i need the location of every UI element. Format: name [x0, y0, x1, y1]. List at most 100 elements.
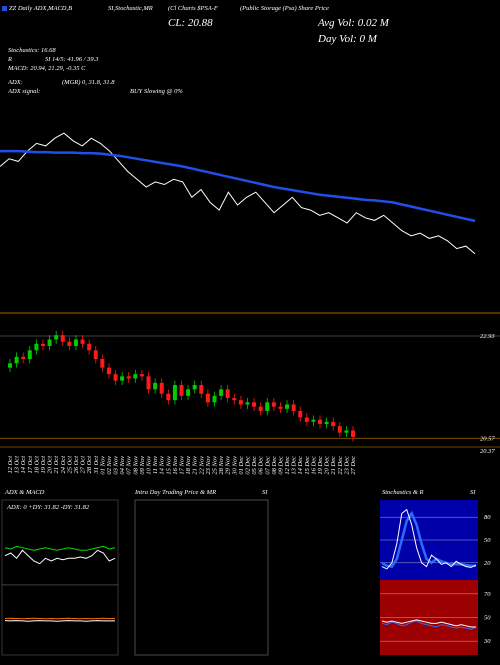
panel-title: SI	[470, 489, 476, 496]
header-text: Day Vol: 0 M	[317, 33, 378, 45]
candle-body	[21, 356, 26, 359]
x-tick-label: 20 Oct	[47, 456, 54, 474]
candle-body	[54, 335, 59, 340]
candle-body	[179, 385, 184, 396]
y-tick-label: 20.37	[480, 448, 495, 455]
candle-body	[252, 402, 257, 407]
candle-body	[212, 395, 217, 403]
candle-body	[93, 350, 98, 359]
header-text: (MGR) 0, 31.8, 31.8	[62, 79, 115, 86]
x-tick-label: 03 Nov	[113, 456, 120, 475]
x-tick-label: 29 Nov	[225, 456, 232, 475]
series-line	[4, 545, 116, 551]
header-text: CL: 20.88	[168, 17, 213, 29]
x-tick-label: 14 Nov	[159, 456, 166, 475]
x-tick-label: 17 Oct	[27, 456, 34, 474]
candle-body	[166, 393, 171, 401]
candle-body	[192, 385, 197, 390]
series-line	[0, 132, 476, 255]
x-tick-label: 16 Dec	[310, 456, 317, 475]
candle-body	[126, 376, 131, 379]
y-tick-label: 50	[484, 537, 491, 544]
x-tick-label: 05 Dec	[251, 456, 258, 475]
candle-body	[199, 385, 204, 394]
x-tick-label: 13 Oct	[14, 456, 21, 474]
candle-body	[285, 404, 290, 409]
candle-body	[113, 374, 118, 381]
header-text: R	[7, 56, 12, 63]
x-tick-label: 17 Nov	[179, 456, 186, 475]
x-tick-label: 08 Nov	[132, 456, 139, 475]
candle-body	[238, 400, 243, 405]
header-text: MACD: 20.94, 21.29, -0.35 C	[7, 65, 86, 72]
series-line	[381, 508, 477, 570]
candle-body	[298, 411, 303, 418]
x-tick-label: 08 Dec	[271, 456, 278, 475]
x-tick-label: 07 Dec	[264, 456, 271, 475]
candle-body	[318, 419, 323, 424]
candle-body	[351, 430, 355, 437]
candle-body	[133, 374, 138, 379]
candle-body	[139, 374, 144, 377]
candle-body	[311, 419, 316, 422]
x-tick-label: 12 Dec	[284, 456, 291, 475]
y-tick-label: 70	[484, 591, 491, 598]
header-text: ADX signal:	[7, 88, 40, 95]
panel-title: ADX & MACD	[4, 489, 45, 496]
x-tick-label: 26 Oct	[73, 456, 80, 474]
x-tick-label: 28 Nov	[218, 456, 225, 475]
header-text: Avg Vol: 0.02 M	[317, 17, 390, 29]
series-line	[4, 549, 116, 565]
candle-body	[87, 343, 92, 351]
candle-body	[80, 339, 85, 344]
y-tick-label: 30	[483, 638, 491, 645]
x-tick-label: 13 Dec	[291, 456, 298, 475]
candle-body	[120, 376, 125, 381]
candle-body	[60, 335, 65, 342]
x-tick-label: 31 Oct	[93, 456, 100, 475]
candle-body	[337, 426, 342, 433]
series-line	[381, 620, 477, 630]
marks: ZZ Daily ADX,MACD,B SI,Stochastic,MR (Cl C…	[0, 5, 500, 645]
macd-panel	[1, 584, 119, 656]
candle-body	[331, 421, 336, 427]
candle-body	[232, 398, 237, 401]
candle-body	[146, 376, 151, 390]
adx-panel	[1, 499, 119, 586]
candle-body	[153, 382, 158, 390]
x-tick-label: 23 Nov	[205, 456, 212, 475]
candle-body	[304, 417, 309, 422]
y-tick-label: 20	[484, 560, 491, 567]
candle-body	[186, 389, 191, 396]
x-tick-label: 09 Nov	[139, 456, 146, 475]
candle-body	[172, 385, 177, 401]
series-line	[381, 619, 476, 628]
x-tick-label: 27 Oct	[80, 456, 87, 474]
x-tick-label: 21 Oct	[53, 456, 60, 474]
candle-body	[278, 406, 283, 409]
x-tick-label: 14 Oct	[20, 456, 27, 474]
x-tick-label: 04 Nov	[119, 456, 126, 475]
x-tick-label: 10 Nov	[146, 456, 153, 475]
y-tick-label: 50	[484, 615, 491, 622]
x-tick-label: 19 Dec	[317, 456, 324, 475]
header-text: BUY Slowing @ 0%	[130, 88, 183, 95]
candle-body	[159, 382, 164, 394]
x-tick-label: 15 Nov	[165, 456, 172, 475]
candle-body	[27, 350, 32, 359]
header-text: Stochastics: 16.68	[8, 47, 56, 54]
x-tick-label: 22 Nov	[198, 456, 205, 475]
x-tick-label: 01 Nov	[99, 456, 106, 475]
candle-body	[219, 389, 224, 396]
x-tick-label: 01 Dec	[238, 456, 245, 475]
x-tick-label: 19 Oct	[40, 456, 47, 474]
series-line	[0, 149, 476, 223]
x-tick-label: 23 Dec	[343, 456, 350, 475]
header-text: ADX:	[7, 79, 23, 86]
x-tick-label: 14 Dec	[297, 456, 304, 475]
candle-body	[225, 389, 230, 398]
candle-body	[67, 341, 72, 346]
candle-body	[14, 356, 19, 364]
candle-body	[34, 343, 39, 351]
